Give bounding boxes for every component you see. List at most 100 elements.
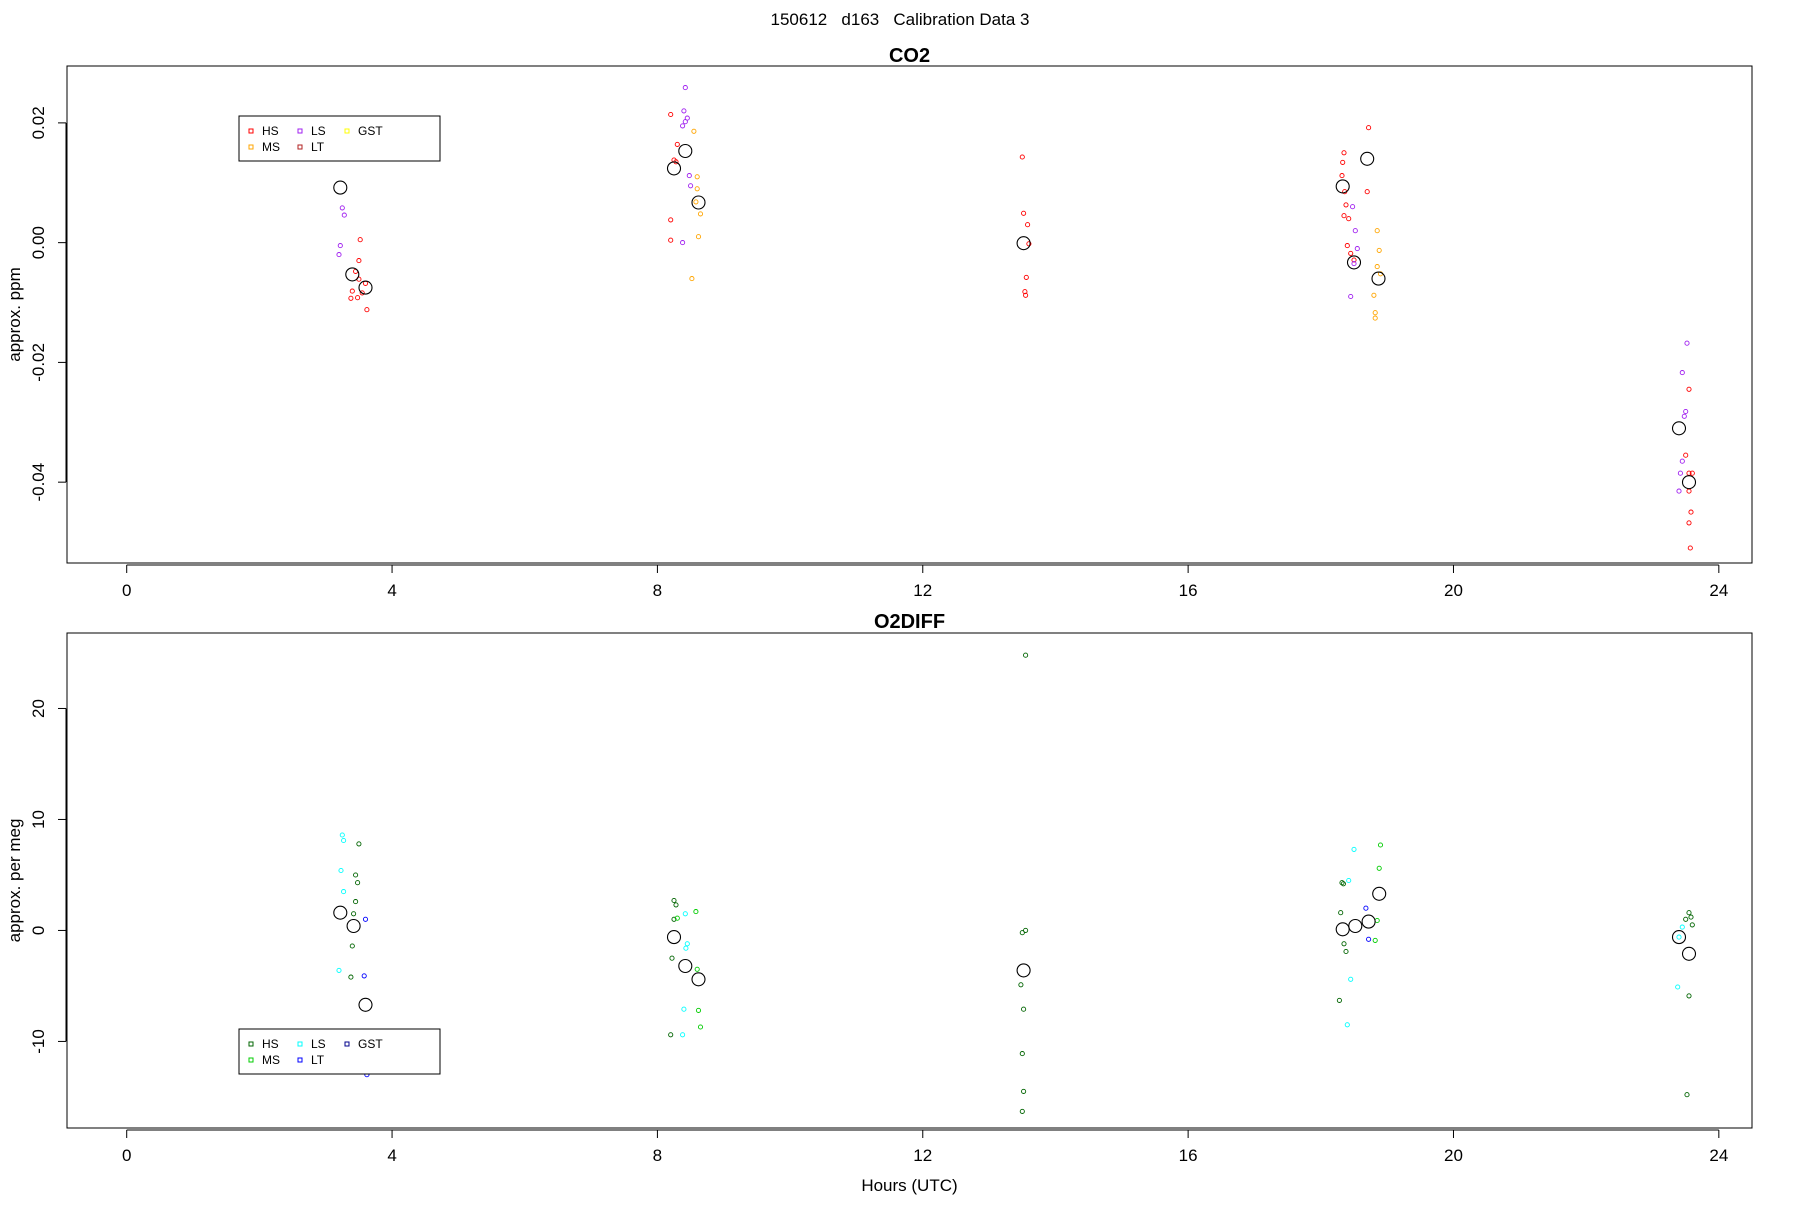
co2-point-hs — [1344, 243, 1350, 249]
co2-y-tick-label: -0.02 — [29, 343, 48, 382]
o2diff-point-ls — [682, 911, 688, 917]
o2diff-point-mean — [346, 918, 361, 934]
o2diff-point-hs — [668, 1032, 674, 1038]
o2diff-point-ls — [338, 867, 344, 874]
o2diff-point-hs — [1339, 880, 1345, 886]
co2-point-ms — [694, 186, 700, 192]
co2-y-tick-label: 0.02 — [29, 106, 48, 139]
co2-point-hs — [668, 111, 674, 118]
o2diff-point-ls — [341, 889, 347, 895]
co2-point-ms — [695, 234, 702, 240]
co2-point-hs — [1019, 154, 1025, 160]
o2diff-point-hs — [1338, 910, 1344, 916]
co2-point-hs — [1348, 250, 1354, 256]
co2-point-ms — [689, 276, 695, 282]
o2diff-point-mean — [1361, 914, 1376, 929]
co2-point-hs — [668, 217, 674, 223]
o2diff-point-mean — [666, 930, 682, 945]
co2-point-hs — [1022, 289, 1028, 295]
co2-point-hs — [1341, 213, 1347, 219]
o2diff-y-axis-label: approx. per meg — [5, 819, 24, 943]
o2diff-point-mean — [1681, 946, 1697, 961]
o2diff-x-tick-label: 16 — [1179, 1146, 1198, 1165]
co2-x-tick-label: 12 — [913, 581, 932, 600]
co2-point-hs — [1686, 488, 1692, 494]
co2-point-ls — [339, 205, 345, 211]
o2diff-point-hs — [1689, 922, 1695, 928]
co2-point-hs — [1364, 189, 1370, 195]
co2-legend-marker-lt — [297, 144, 303, 150]
co2-point-hs — [1021, 210, 1027, 216]
co2-plot-frame — [66, 65, 1753, 564]
o2diff-point-mean — [333, 905, 348, 920]
o2diff-y-tick-label: 10 — [29, 810, 48, 829]
o2diff-point-hs — [1019, 930, 1025, 936]
o2diff-legend-label-gst: GST — [358, 1037, 383, 1051]
o2diff-point-hs — [671, 916, 677, 922]
o2diff-point-hs — [1340, 881, 1346, 887]
co2-legend-label-hs: HS — [262, 124, 279, 138]
co2-x-tick-label: 16 — [1179, 581, 1198, 600]
co2-point-ls — [1350, 204, 1356, 210]
o2diff-point-hs — [1686, 910, 1692, 916]
co2-point-mean — [691, 195, 706, 210]
co2-x-tick-label: 24 — [1709, 581, 1728, 600]
o2diff-x-tick-label: 0 — [122, 1146, 131, 1165]
o2diff-point-ls — [1351, 846, 1357, 852]
o2diff-legend-label-ls: LS — [311, 1037, 326, 1051]
co2-point-mean — [1335, 179, 1350, 194]
co2-point-ms — [1374, 264, 1380, 270]
o2diff-x-tick-label: 12 — [913, 1146, 932, 1165]
co2-point-hs — [1339, 173, 1345, 179]
o2diff-point-mean — [678, 958, 693, 974]
o2diff-point-ls — [683, 945, 689, 951]
o2diff-point-ms — [1377, 842, 1384, 848]
co2-point-hs — [355, 295, 361, 301]
co2-point-ls — [1681, 413, 1687, 419]
o2diff-point-lt — [362, 916, 369, 922]
o2diff-x-tick-label: 20 — [1444, 1146, 1463, 1165]
co2-point-ls — [682, 85, 688, 91]
co2-legend — [238, 115, 441, 162]
co2-point-hs — [1346, 216, 1352, 222]
o2diff-point-hs — [1688, 914, 1694, 920]
co2-point-ls — [1679, 458, 1685, 464]
co2-point-ls — [1679, 370, 1685, 376]
o2diff-point-ls — [341, 837, 347, 844]
co2-point-hs — [1023, 292, 1029, 298]
o2diff-point-hs — [1023, 927, 1029, 933]
co2-point-ms — [1374, 228, 1380, 234]
co2-point-ls — [680, 123, 686, 129]
o2diff-point-hs — [1021, 1006, 1027, 1012]
o2diff-plot-frame — [66, 632, 1753, 1129]
co2-legend-label-lt: LT — [311, 140, 325, 154]
o2diff-point-mean — [691, 972, 706, 987]
o2diff-point-lt — [1366, 936, 1372, 942]
co2-y-tick-label: -0.04 — [29, 463, 48, 502]
o2diff-point-ms — [694, 966, 700, 972]
co2-point-ls — [336, 252, 342, 258]
co2-point-mean — [333, 180, 348, 195]
co2-point-hs — [1340, 159, 1346, 165]
o2diff-point-hs — [351, 911, 357, 917]
o2diff-point-hs — [1686, 993, 1692, 999]
co2-legend-label-gst: GST — [358, 124, 383, 138]
o2diff-point-hs — [353, 899, 359, 905]
co2-point-hs — [1023, 274, 1029, 280]
o2diff-point-ls — [339, 832, 345, 838]
o2diff-point-ms — [695, 1007, 702, 1013]
co2-point-mean — [358, 280, 373, 295]
o2diff-x-tick-label: 24 — [1709, 1146, 1728, 1165]
o2diff-point-ls — [1679, 924, 1685, 930]
o2diff-point-hs — [1683, 916, 1689, 922]
o2diff-point-hs — [1019, 1108, 1025, 1114]
o2diff-legend-label-hs: HS — [262, 1037, 279, 1051]
o2diff-point-hs — [355, 880, 361, 886]
o2diff-legend-marker-lt — [297, 1057, 303, 1063]
o2diff-point-ls — [336, 967, 342, 973]
co2-point-ls — [1348, 293, 1354, 300]
co2-point-ms — [1372, 315, 1378, 321]
co2-point-hs — [356, 258, 362, 264]
o2diff-legend-marker-gst — [344, 1041, 350, 1047]
